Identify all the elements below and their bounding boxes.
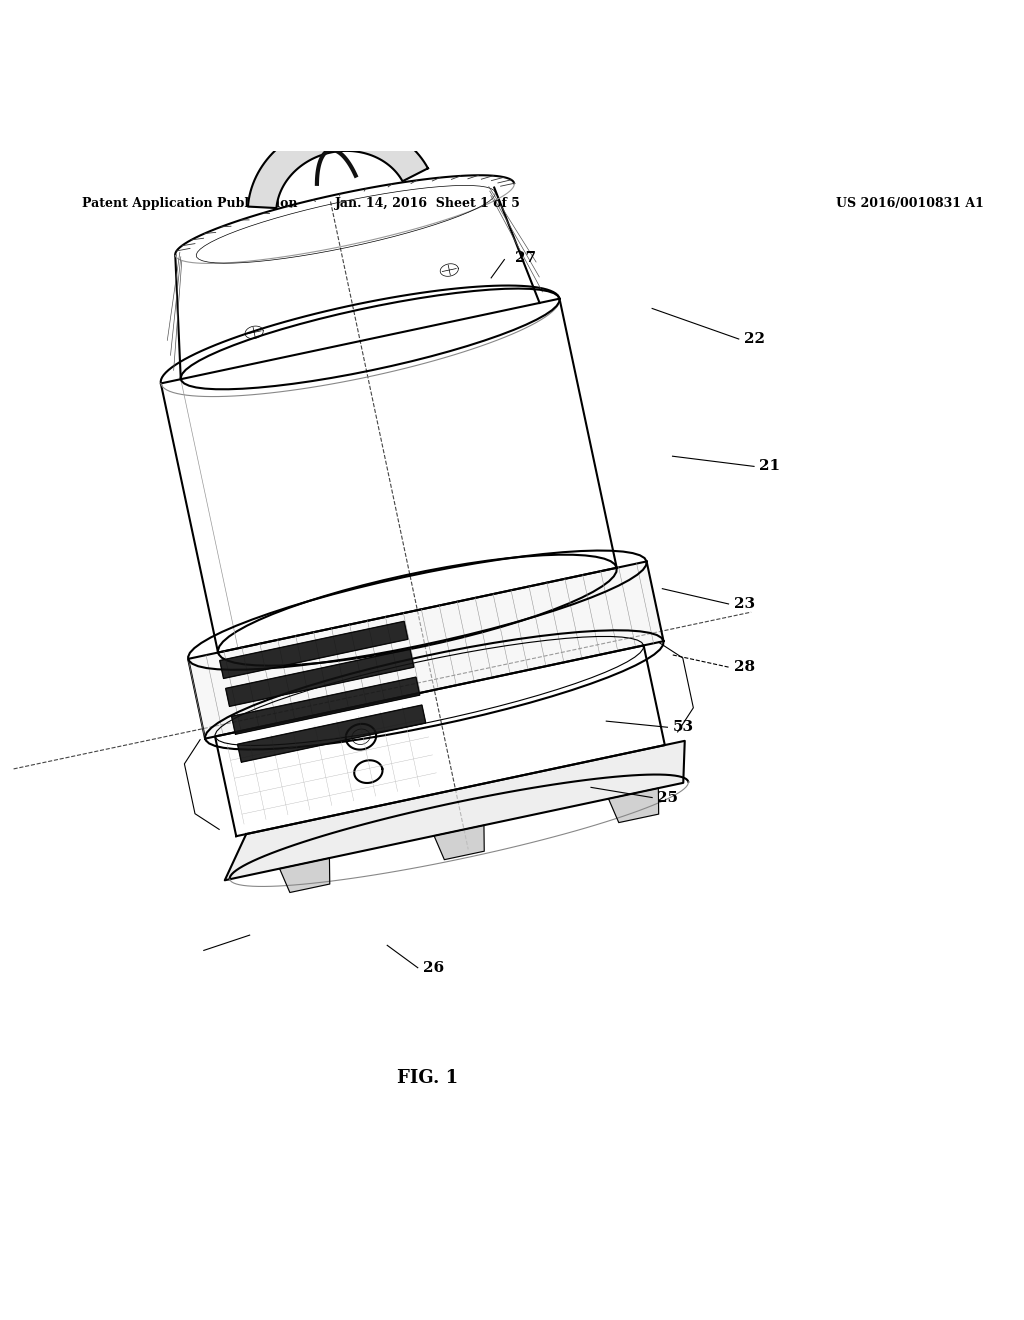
Text: 25: 25	[657, 791, 678, 805]
Polygon shape	[220, 622, 408, 678]
Text: FIG. 1: FIG. 1	[397, 1069, 459, 1086]
Text: 21: 21	[759, 459, 780, 474]
Polygon shape	[608, 788, 658, 822]
Text: Jan. 14, 2016  Sheet 1 of 5: Jan. 14, 2016 Sheet 1 of 5	[335, 197, 521, 210]
Polygon shape	[231, 677, 420, 734]
Text: 53: 53	[673, 721, 693, 734]
Polygon shape	[225, 741, 685, 880]
Text: 22: 22	[743, 333, 765, 346]
Text: US 2016/0010831 A1: US 2016/0010831 A1	[836, 197, 983, 210]
Polygon shape	[248, 123, 428, 209]
Text: 28: 28	[733, 660, 755, 675]
Polygon shape	[434, 825, 484, 859]
Polygon shape	[238, 705, 426, 762]
Text: 23: 23	[733, 597, 755, 611]
Polygon shape	[225, 649, 414, 706]
Text: 27: 27	[515, 251, 536, 264]
Polygon shape	[280, 858, 330, 892]
Text: 26: 26	[423, 961, 444, 974]
Polygon shape	[188, 561, 664, 739]
Text: Patent Application Publication: Patent Application Publication	[82, 197, 297, 210]
